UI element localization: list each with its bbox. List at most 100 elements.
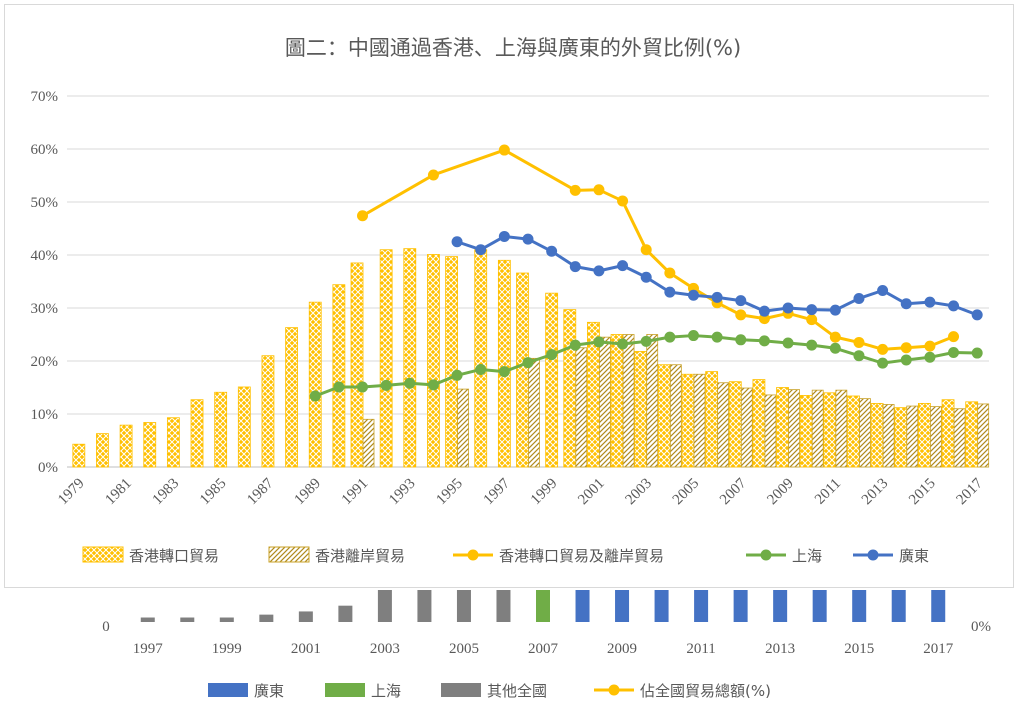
secondary-bar — [654, 590, 669, 622]
secondary-x-tick-label: 1999 — [212, 641, 242, 657]
chart-title: 圖二：中國通過香港、上海與廣東的外貿比例(%) — [285, 36, 741, 60]
secondary-legend-label: 其他全國 — [487, 682, 547, 700]
bar-reexport — [516, 272, 529, 468]
secondary-bar — [456, 590, 471, 622]
bar-reexport — [190, 399, 204, 468]
legend-marker — [760, 549, 772, 561]
line-shanghai-point — [451, 369, 463, 381]
line-guangdong-point — [971, 309, 983, 321]
line-guangdong-point — [853, 292, 865, 304]
legend-label: 香港轉口貿易及離岸貿易 — [499, 547, 664, 565]
secondary-x-ticks: 1997 1999 2001 2003 2005 2007 2009 2011 2013 2015… — [133, 641, 954, 657]
x-tick-label: 2015 — [906, 476, 939, 509]
secondary-bar — [773, 590, 788, 622]
line-guangdong-point — [806, 304, 818, 316]
line-guangdong-point — [829, 304, 841, 316]
x-tick-label: 1993 — [386, 476, 419, 509]
line-hk-total-point — [664, 267, 676, 279]
bar-reexport — [847, 395, 860, 468]
bar-reexport — [143, 422, 157, 468]
line-shanghai-point — [900, 354, 912, 366]
legend-marker — [867, 549, 879, 561]
bar-reexport — [870, 402, 884, 468]
line-hk-total-point — [498, 144, 510, 156]
y-tick-label: 70% — [31, 89, 59, 105]
bar-reexport — [403, 248, 417, 468]
legend-label: 廣東 — [899, 547, 929, 565]
bar-reexport — [379, 249, 393, 468]
line-shanghai-point — [758, 335, 770, 347]
line-shanghai-point — [475, 363, 487, 375]
line-shanghai-point — [782, 337, 794, 349]
y-tick-label: 10% — [31, 407, 59, 423]
line-guangdong-point — [924, 296, 936, 308]
x-tick-label: 2003 — [623, 476, 656, 509]
line-guangdong-point — [569, 261, 581, 273]
secondary-bar — [259, 614, 274, 622]
bar-reexport — [965, 401, 979, 468]
secondary-legend-label: 佔全國貿易總額(%) — [640, 682, 771, 700]
bar-offshore — [977, 403, 990, 468]
secondary-x-tick-label: 2005 — [449, 641, 479, 657]
line-shanghai-point — [948, 347, 960, 359]
secondary-x-tick-label: 2001 — [291, 641, 321, 657]
main-chart: 圖二：中國通過香港、上海與廣東的外貿比例(%) 0% 10% 20% 30% 40% 50… — [31, 36, 990, 565]
bar-reexport — [610, 334, 624, 468]
legend-swatch-reexport — [82, 546, 124, 563]
line-hk-total-point — [924, 340, 936, 352]
bar-reexport — [497, 259, 511, 468]
secondary-x-tick-label: 2015 — [844, 641, 874, 657]
x-tick-label: 1997 — [481, 475, 514, 508]
secondary-x-tick-label: 2003 — [370, 641, 400, 657]
x-tick-label: 1983 — [150, 476, 183, 509]
x-tick-label: 1991 — [339, 476, 372, 509]
secondary-x-tick-label: 1997 — [133, 641, 164, 657]
y-axis-ticks: 0% 10% 20% 30% 40% 50% 60% 70% — [31, 89, 59, 476]
secondary-bars: 0 0% — [102, 590, 991, 635]
x-tick-label: 2001 — [575, 476, 608, 509]
x-tick-label: 1985 — [197, 476, 230, 509]
line-shanghai-point — [971, 347, 983, 359]
secondary-legend-marker — [608, 684, 620, 696]
secondary-legend-swatch — [441, 683, 481, 697]
bar-offshore — [859, 398, 871, 468]
x-tick-label: 1995 — [433, 476, 466, 509]
secondary-legend-label: 廣東 — [254, 682, 284, 700]
secondary-bar — [733, 590, 748, 622]
line-hk-total-point — [900, 342, 912, 354]
line-shanghai-point — [640, 335, 652, 347]
secondary-chart: 0 0% 1997 1999 2001 2003 2005 2007 2009 2011 2013… — [102, 590, 991, 700]
bar-offshore — [362, 418, 375, 468]
x-tick-label: 2013 — [859, 476, 892, 509]
x-tick-label: 1981 — [102, 476, 135, 509]
line-hk-total-point — [640, 244, 652, 256]
x-tick-label: 2005 — [670, 476, 703, 509]
secondary-bar — [298, 611, 313, 622]
line-guangdong-point — [735, 295, 747, 307]
bar-reexport — [705, 371, 719, 468]
secondary-bar — [852, 590, 867, 622]
legend-marker — [467, 549, 479, 561]
line-guangdong-point — [687, 289, 699, 301]
x-axis-ticks: 1979 1981 1983 1985 1987 1989 1991 1993 1995 1997… — [55, 475, 986, 508]
line-guangdong-point — [451, 236, 463, 248]
line-shanghai-point — [309, 390, 321, 402]
bar-series — [72, 248, 990, 468]
secondary-legend-swatch — [208, 683, 248, 697]
line-shanghai-point — [806, 339, 818, 351]
secondary-bar — [812, 590, 827, 622]
bar-reexport — [237, 386, 251, 468]
line-shanghai-point — [357, 381, 369, 393]
line-guangdong-point — [877, 285, 889, 297]
bar-offshore — [764, 394, 777, 468]
bar-reexport — [823, 392, 837, 468]
bar-reexport — [350, 262, 364, 468]
bar-offshore — [906, 405, 919, 468]
bar-offshore — [740, 387, 753, 468]
secondary-bar — [180, 617, 195, 622]
bar-offshore — [811, 389, 824, 468]
line-guangdong-point — [711, 291, 723, 303]
secondary-right-axis-label: 0% — [971, 619, 991, 635]
bar-offshore — [788, 389, 800, 468]
line-guangdong-point — [546, 245, 558, 257]
